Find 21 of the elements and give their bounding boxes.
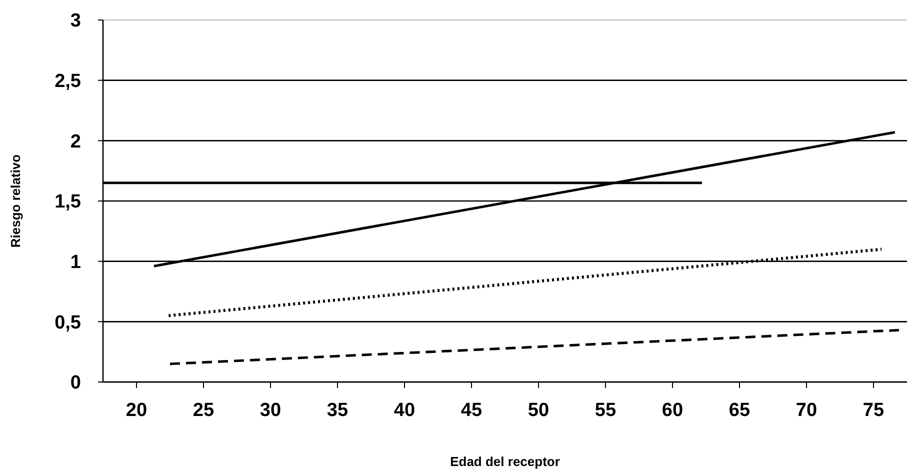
x-tick-label: 25	[192, 400, 214, 421]
y-tick-label: 2,5	[54, 70, 82, 92]
x-tick-label: 45	[460, 400, 482, 421]
x-tick-label: 55	[594, 400, 616, 421]
x-tick-label: 35	[326, 400, 348, 421]
y-tick-label: 0	[70, 372, 81, 394]
x-tick-label: 50	[528, 400, 550, 421]
y-tick-label: 1,5	[54, 192, 82, 213]
y-tick-label: 0,5	[54, 312, 82, 334]
y-tick-label: 2	[70, 131, 81, 152]
x-axis-title: Edad del receptor	[450, 454, 560, 469]
y-tick-label: 1	[70, 252, 82, 273]
x-tick-label: 30	[260, 400, 282, 421]
x-tick-label: 60	[662, 400, 684, 421]
x-tick-label: 75	[862, 400, 884, 421]
x-tick-label: 70	[796, 400, 818, 421]
y-tick-label: 3	[70, 10, 81, 32]
y-axis-title: Riesgo relativo	[8, 154, 23, 248]
x-tick-label: 40	[394, 400, 416, 421]
x-tick-label: 65	[728, 400, 750, 421]
x-tick-label: 20	[126, 400, 148, 421]
